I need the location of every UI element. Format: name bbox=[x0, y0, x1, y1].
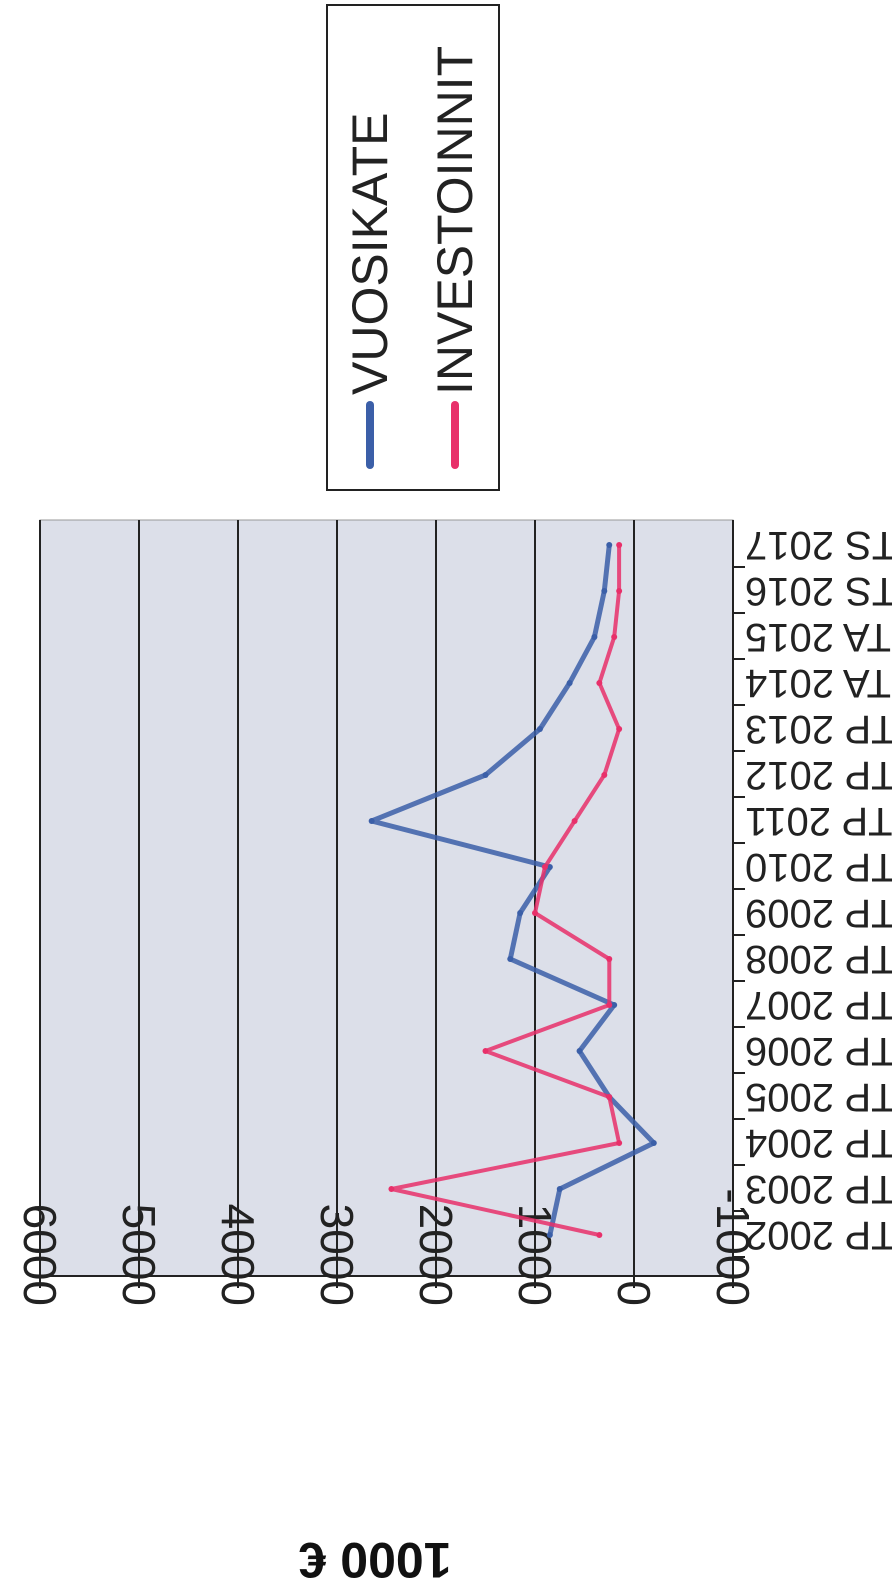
category-label: TA 2014 bbox=[745, 661, 891, 705]
data-point-investoinnit bbox=[596, 680, 603, 686]
data-point-investoinnit bbox=[616, 542, 623, 548]
value-tick-label: 0 bbox=[608, 1280, 660, 1306]
data-point-investoinnit bbox=[571, 818, 578, 824]
data-point-vuosikate bbox=[606, 542, 613, 548]
data-point-investoinnit bbox=[541, 864, 548, 870]
category-label: TS 2016 bbox=[745, 569, 892, 613]
legend-box bbox=[326, 4, 500, 491]
plot-area bbox=[39, 519, 734, 1277]
category-label: TA 2015 bbox=[745, 615, 891, 659]
data-point-investoinnit bbox=[611, 634, 618, 640]
data-point-investoinnit bbox=[616, 726, 623, 732]
value-tick-label: -1000 bbox=[707, 1188, 759, 1306]
data-point-investoinnit bbox=[388, 1186, 395, 1192]
data-point-vuosikate bbox=[482, 772, 489, 778]
data-point-vuosikate bbox=[517, 910, 524, 916]
value-tick-label: 5000 bbox=[113, 1204, 165, 1306]
category-label: TP 2006 bbox=[745, 1029, 892, 1073]
value-axis bbox=[40, 520, 734, 1277]
category-label: TP 2005 bbox=[745, 1075, 892, 1119]
data-point-investoinnit bbox=[606, 1002, 613, 1008]
series-line-vuosikate bbox=[369, 542, 657, 1238]
legend: VUOSIKATE INVESTOINNIT bbox=[326, 4, 500, 491]
value-tick-label: 4000 bbox=[212, 1204, 264, 1306]
data-point-vuosikate bbox=[536, 726, 543, 732]
category-label: TP 2002 bbox=[745, 1213, 892, 1257]
y-axis-label: 1000 € bbox=[299, 1532, 452, 1588]
data-point-vuosikate bbox=[591, 634, 598, 640]
data-point-vuosikate bbox=[368, 818, 375, 824]
data-point-vuosikate bbox=[601, 588, 608, 594]
legend-label: VUOSIKATE bbox=[342, 113, 398, 395]
data-point-investoinnit bbox=[616, 588, 623, 594]
data-point-investoinnit bbox=[601, 772, 608, 778]
category-label: TP 2010 bbox=[745, 845, 892, 889]
category-label: TP 2009 bbox=[745, 891, 892, 935]
data-point-vuosikate bbox=[650, 1140, 657, 1146]
data-point-investoinnit bbox=[606, 1094, 613, 1100]
data-point-investoinnit bbox=[616, 1140, 623, 1146]
category-label: TP 2013 bbox=[745, 707, 892, 751]
category-label: TP 2008 bbox=[745, 937, 892, 981]
data-point-vuosikate bbox=[566, 680, 573, 686]
gridlines bbox=[39, 520, 635, 1276]
data-point-investoinnit bbox=[596, 1232, 603, 1238]
data-point-vuosikate bbox=[576, 1048, 583, 1054]
value-tick-label: 3000 bbox=[311, 1204, 363, 1306]
data-point-investoinnit bbox=[532, 910, 538, 916]
category-label: TS 2017 bbox=[745, 523, 892, 567]
category-label: TP 2004 bbox=[745, 1121, 892, 1165]
data-point-investoinnit bbox=[606, 956, 613, 962]
category-label: TP 2007 bbox=[745, 983, 892, 1027]
data-point-vuosikate bbox=[556, 1186, 563, 1192]
value-tick-label: 6000 bbox=[14, 1204, 66, 1306]
data-point-vuosikate bbox=[611, 1002, 618, 1008]
category-label: TP 2011 bbox=[745, 799, 892, 843]
value-tick-label: 2000 bbox=[410, 1204, 462, 1306]
data-point-investoinnit bbox=[482, 1048, 489, 1054]
data-point-vuosikate bbox=[546, 864, 553, 870]
data-point-vuosikate bbox=[546, 1232, 553, 1238]
legend-label: INVESTOINNIT bbox=[427, 46, 483, 395]
data-point-vuosikate bbox=[507, 956, 514, 962]
category-label: TP 2012 bbox=[745, 753, 892, 797]
series-line-investoinnit bbox=[389, 543, 622, 1237]
series-lines bbox=[368, 542, 657, 1238]
category-label: TP 2003 bbox=[745, 1167, 892, 1211]
